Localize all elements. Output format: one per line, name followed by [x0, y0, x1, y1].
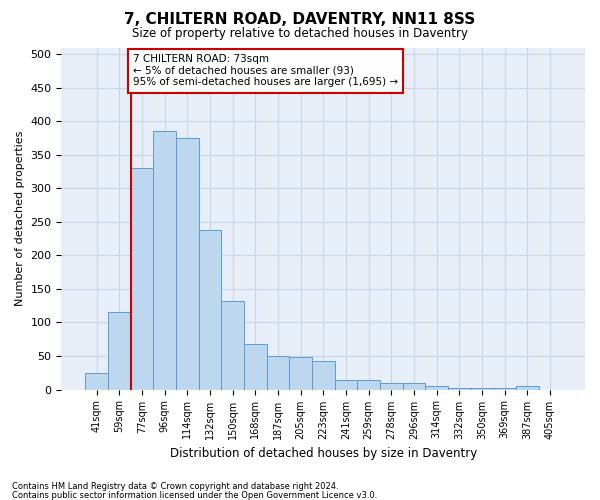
X-axis label: Distribution of detached houses by size in Daventry: Distribution of detached houses by size … [170, 447, 477, 460]
Bar [153, 132, 176, 390]
Text: 7, CHILTERN ROAD, DAVENTRY, NN11 8SS: 7, CHILTERN ROAD, DAVENTRY, NN11 8SS [124, 12, 476, 28]
Bar [470, 388, 493, 390]
Bar [199, 230, 221, 390]
Bar [176, 138, 199, 390]
Bar [403, 383, 425, 390]
Text: Contains public sector information licensed under the Open Government Licence v3: Contains public sector information licen… [12, 490, 377, 500]
Bar [131, 168, 153, 390]
Bar [335, 380, 357, 390]
Bar [266, 356, 289, 390]
Bar [357, 380, 380, 390]
Bar [108, 312, 131, 390]
Text: 7 CHILTERN ROAD: 73sqm
← 5% of detached houses are smaller (93)
95% of semi-deta: 7 CHILTERN ROAD: 73sqm ← 5% of detached … [133, 54, 398, 88]
Y-axis label: Number of detached properties: Number of detached properties [15, 131, 25, 306]
Text: Size of property relative to detached houses in Daventry: Size of property relative to detached ho… [132, 28, 468, 40]
Bar [380, 383, 403, 390]
Text: Contains HM Land Registry data © Crown copyright and database right 2024.: Contains HM Land Registry data © Crown c… [12, 482, 338, 491]
Bar [425, 386, 448, 390]
Bar [244, 344, 266, 390]
Bar [85, 373, 108, 390]
Bar [493, 388, 516, 390]
Bar [312, 362, 335, 390]
Bar [448, 388, 470, 390]
Bar [516, 386, 539, 390]
Bar [289, 358, 312, 390]
Bar [221, 301, 244, 390]
